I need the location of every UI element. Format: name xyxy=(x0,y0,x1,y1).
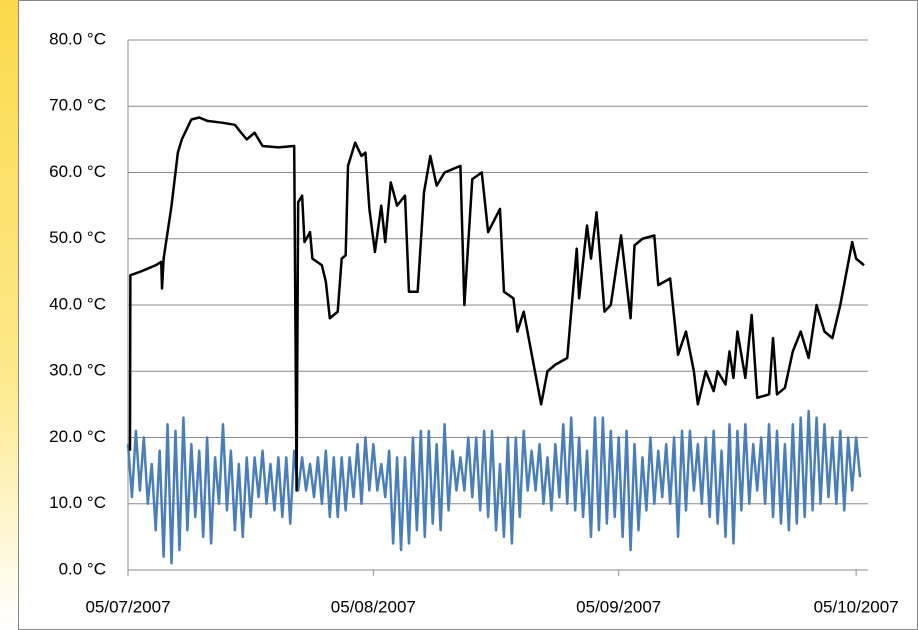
chart-frame xyxy=(18,0,918,630)
line-series xyxy=(126,409,862,565)
y-tick-label: 10.0 °C xyxy=(49,493,106,512)
y-tick-label: 40.0 °C xyxy=(49,294,106,313)
x-tick-label: 05/10/2007 xyxy=(814,597,899,616)
y-tick-label: 60.0 °C xyxy=(49,162,106,181)
y-tick-label: 30.0 °C xyxy=(49,361,106,380)
y-tick-label: 50.0 °C xyxy=(49,228,106,247)
y-tick-label: 70.0 °C xyxy=(49,96,106,115)
x-tick-label: 05/09/2007 xyxy=(576,597,661,616)
line-series xyxy=(128,116,865,492)
y-tick-label: 0.0 °C xyxy=(59,559,106,578)
side-strip xyxy=(0,0,18,630)
x-tick-label: 05/08/2007 xyxy=(331,597,416,616)
y-tick-label: 80.0 °C xyxy=(49,29,106,48)
x-tick-label: 05/07/2007 xyxy=(85,597,170,616)
y-tick-label: 20.0 °C xyxy=(49,427,106,446)
